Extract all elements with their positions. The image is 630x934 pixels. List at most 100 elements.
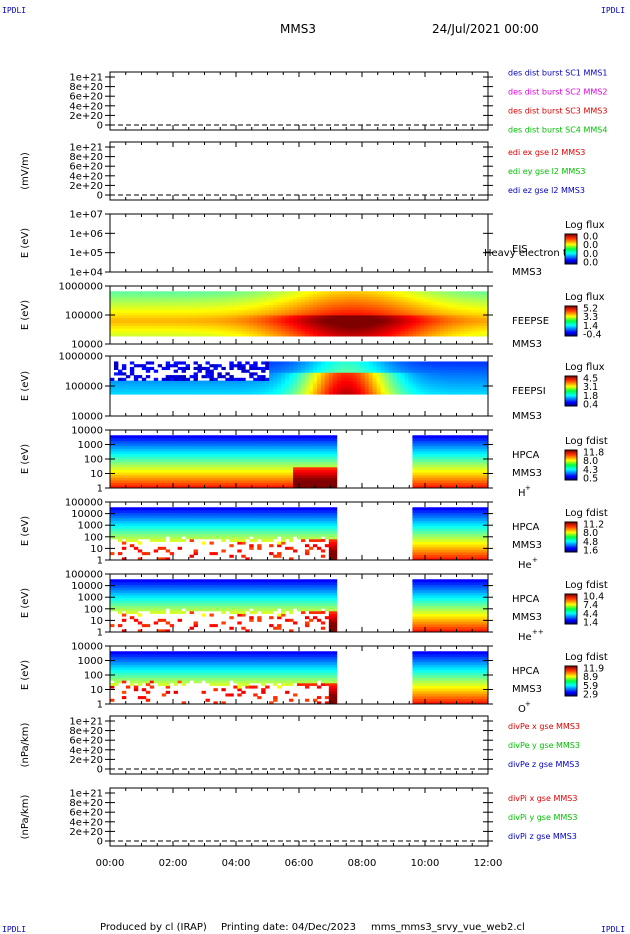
- spectrogram-cell: [464, 377, 469, 381]
- spectrogram-cell: [229, 554, 234, 558]
- spectrogram-cell: [384, 386, 389, 390]
- spectrogram-cell: [480, 293, 485, 297]
- spectrogram-cell: [161, 472, 167, 476]
- spectrogram-cell: [181, 299, 186, 303]
- spectrogram-cell: [145, 443, 151, 447]
- colorbar-tick: 4.5: [583, 374, 598, 385]
- spectrogram-cell: [253, 325, 258, 329]
- spectrogram-cell: [368, 372, 374, 376]
- spectrogram-cell: [384, 293, 389, 297]
- spectrogram-cell: [404, 315, 409, 319]
- spectrogram-cell: [324, 477, 330, 481]
- spectrogram-cell: [289, 380, 294, 384]
- spectrogram-cell: [249, 333, 254, 337]
- spectrogram-cell: [213, 533, 218, 537]
- spectrogram-cell: [257, 472, 262, 476]
- spectrogram-cell: [324, 482, 330, 486]
- spectrogram-cell: [356, 317, 362, 321]
- spectrogram-cell: [257, 375, 262, 379]
- spectrogram-cell: [205, 523, 210, 527]
- spectrogram-cell: [125, 531, 131, 535]
- spectrogram-cell: [281, 474, 286, 478]
- spectrogram-cell: [300, 366, 306, 371]
- spectrogram-cell: [185, 299, 190, 303]
- spectrogram-cell: [229, 512, 234, 516]
- spectrogram-cell: [237, 456, 242, 460]
- spectrogram-cell: [149, 320, 155, 324]
- spectrogram-cell: [269, 307, 274, 311]
- spectrogram-cell: [225, 512, 230, 516]
- spectrogram-cell: [308, 388, 314, 392]
- spectrogram-cell: [344, 361, 350, 365]
- spectrogram-cell: [113, 528, 119, 532]
- spectrogram-cell: [444, 320, 449, 324]
- spectrogram-cell: [181, 328, 186, 332]
- spectrogram-cell: [217, 523, 222, 527]
- spectrogram-cell: [308, 372, 314, 376]
- spectrogram-cell: [181, 380, 186, 384]
- spectrogram-cell: [332, 369, 338, 373]
- spectrogram-cell: [117, 533, 123, 537]
- spectrogram-cell: [177, 383, 183, 387]
- spectrogram-cell: [324, 330, 330, 334]
- spectrogram-cell: [161, 525, 167, 529]
- spectrogram-cell: [424, 472, 429, 476]
- spectrogram-cell: [169, 538, 175, 542]
- spectrogram-cell: [181, 445, 186, 449]
- spectrogram-cell: [229, 386, 234, 390]
- spectrogram-cell: [352, 291, 358, 295]
- spectrogram-cell: [161, 325, 167, 329]
- spectrogram-cell: [484, 453, 489, 457]
- spectrogram-cell: [472, 296, 477, 300]
- spectrogram-cell: [316, 325, 322, 329]
- spectrogram-cell: [440, 391, 445, 395]
- spectrogram-cell: [412, 296, 417, 300]
- spectrogram-cell: [332, 437, 338, 441]
- spectrogram-cell: [424, 366, 429, 371]
- spectrogram-cell: [420, 383, 425, 387]
- spectrogram-cell: [221, 366, 226, 371]
- spectrogram-cell: [137, 333, 143, 337]
- spectrogram-cell: [145, 291, 151, 295]
- spectrogram-cell: [165, 440, 171, 444]
- spectrogram-cell: [281, 464, 286, 468]
- spectrogram-cell: [133, 330, 139, 334]
- spectrogram-cell: [117, 536, 123, 540]
- spectrogram-cell: [476, 383, 481, 387]
- spectrogram-cell: [225, 464, 230, 468]
- spectrogram-cell: [157, 325, 163, 329]
- spectrogram-cell: [328, 485, 334, 489]
- colorbar-title: Log flux: [565, 292, 605, 303]
- spectrogram-cell: [368, 301, 374, 305]
- spectrogram-cell: [185, 512, 190, 516]
- spectrogram-cell: [121, 291, 127, 295]
- spectrogram-cell: [201, 512, 206, 516]
- spectrogram-cell: [460, 469, 465, 473]
- spectrogram-cell: [221, 315, 226, 319]
- spectrogram-cell: [181, 325, 186, 329]
- spectrogram-cell: [157, 320, 163, 324]
- spectrogram-cell: [360, 291, 366, 295]
- spectrogram-cell: [452, 291, 457, 295]
- spectrogram-cell: [265, 377, 270, 381]
- spectrogram-cell: [129, 517, 135, 521]
- spectrogram-cell: [328, 437, 334, 441]
- spectrogram-cell: [452, 325, 457, 329]
- spectrogram-cell: [113, 525, 119, 529]
- spectrogram-cell: [189, 299, 194, 303]
- spectrogram-cell: [165, 322, 171, 326]
- spectrogram-cell: [464, 291, 469, 295]
- spectrogram-cell: [293, 328, 298, 332]
- spectrogram-cell: [129, 461, 135, 465]
- spectrogram-cell: [113, 325, 119, 329]
- spectrogram-cell: [161, 304, 167, 308]
- spectrogram-cell: [336, 322, 342, 326]
- spectrogram-cell: [157, 528, 163, 532]
- spectrogram-cell: [249, 445, 254, 449]
- spectrogram-cell: [472, 330, 477, 334]
- spectrogram-cell: [209, 523, 214, 527]
- spectrogram-cell: [165, 480, 171, 484]
- spectrogram-cell: [416, 330, 421, 334]
- spectrogram-cell: [221, 507, 226, 511]
